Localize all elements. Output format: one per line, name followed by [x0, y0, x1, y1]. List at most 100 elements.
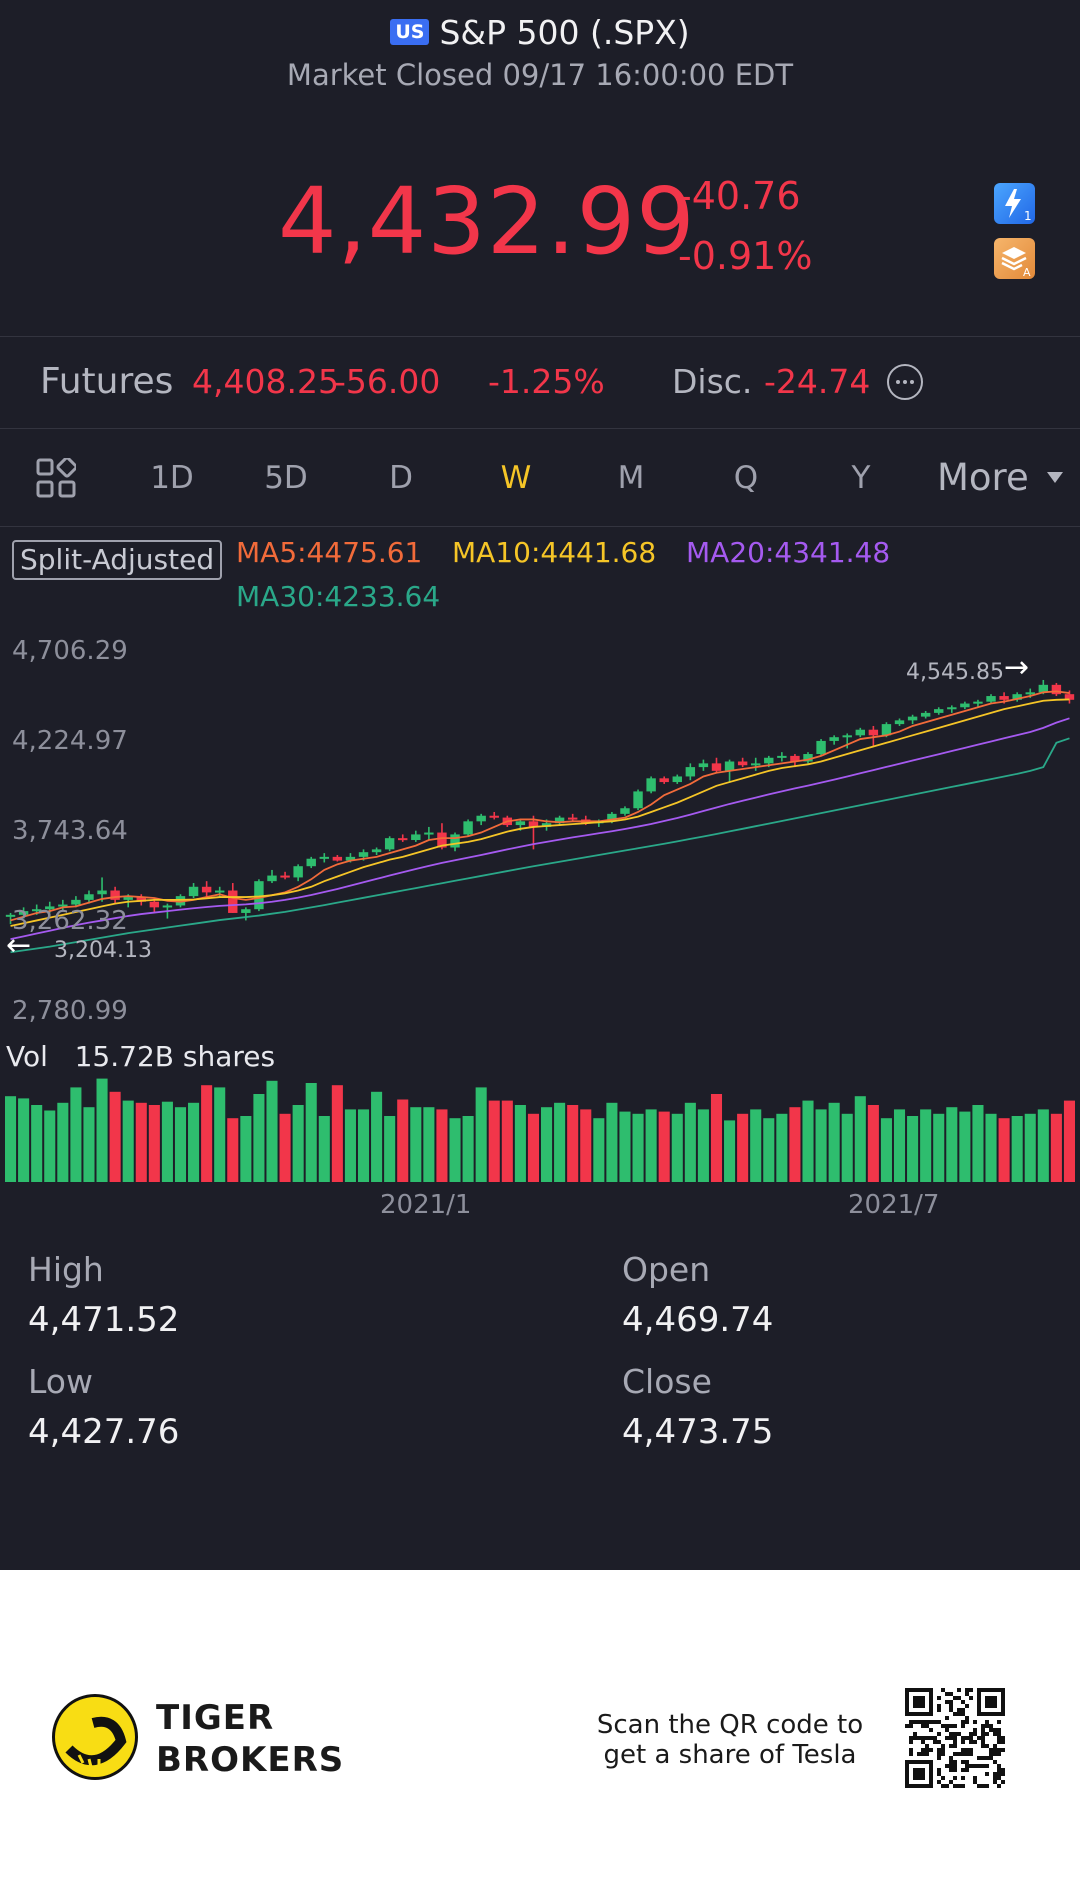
candle-body [659, 778, 669, 783]
candle-body [515, 821, 526, 826]
volume-bar [920, 1109, 932, 1182]
volume-bar [57, 1102, 69, 1182]
volume-bar [567, 1105, 579, 1182]
candle-body [790, 755, 800, 762]
volume-bar [475, 1087, 487, 1182]
candle-body [254, 881, 264, 910]
volume-bar [188, 1102, 200, 1182]
volume-label: Vol 15.72B shares [6, 1040, 276, 1073]
low-label: Low [28, 1362, 93, 1401]
share-footer: TIGER BROKERS Scan the QR code to get a … [0, 1570, 1080, 1902]
volume-bar [514, 1105, 526, 1182]
candle-body [450, 834, 460, 848]
candle-body [31, 909, 42, 912]
volume-bar [893, 1109, 906, 1182]
volume-bar [1024, 1113, 1036, 1182]
candle-body [5, 914, 16, 917]
tab-w[interactable]: W [500, 460, 532, 496]
tab-5d[interactable]: 5D [264, 460, 308, 496]
candle-body [737, 761, 748, 766]
volume-bar [1037, 1109, 1049, 1182]
candle-body [58, 904, 68, 907]
volume-bar [357, 1109, 370, 1182]
volume-bar [933, 1113, 945, 1182]
volume-bar [410, 1107, 422, 1182]
volume-bar [279, 1113, 291, 1182]
tab-y[interactable]: Y [851, 460, 871, 496]
candle-body [607, 813, 617, 822]
candle-body [18, 911, 29, 915]
candle-body [149, 901, 160, 908]
split-adjusted-toggle[interactable]: Split-Adjusted [12, 540, 223, 580]
tab-1d[interactable]: 1D [150, 460, 194, 496]
candle-body [567, 817, 578, 820]
volume-bar [854, 1096, 866, 1182]
candle-body [672, 776, 682, 783]
candle-body [777, 755, 787, 758]
volume-bar [161, 1101, 173, 1182]
tab-m[interactable]: M [617, 460, 645, 496]
volume-bar [423, 1107, 435, 1182]
discount-value: -24.74 [764, 362, 871, 401]
candle-body [358, 852, 369, 857]
ma30-label: MA30:4233.64 [236, 580, 441, 613]
market-status: Market Closed 09/17 16:00:00 EDT [286, 58, 794, 92]
close-value: 4,473.75 [622, 1412, 774, 1452]
volume-bar [253, 1094, 265, 1182]
price-change-percent: -0.91% [678, 234, 813, 278]
candle-body [97, 890, 107, 895]
volume-bar [31, 1105, 43, 1182]
caret-down-icon[interactable] [1047, 472, 1063, 483]
divider [0, 336, 1080, 337]
candle-body [136, 897, 146, 902]
volume-bar [384, 1116, 396, 1182]
volume-bar [135, 1102, 147, 1182]
more-tab[interactable]: More [937, 456, 1029, 499]
grid-layout-icon[interactable] [36, 458, 76, 498]
volume-bar [227, 1118, 239, 1182]
high-value: 4,471.52 [28, 1300, 180, 1340]
candle-body [371, 849, 382, 853]
candle-body [424, 832, 434, 835]
app-background [0, 0, 1080, 1570]
candle-body [999, 696, 1009, 700]
candlestick-chart[interactable] [0, 0, 1080, 1220]
volume-bar [867, 1105, 879, 1182]
futures-change: -56.00 [334, 362, 441, 401]
qr-code [905, 1688, 1005, 1788]
volume-bar [580, 1109, 592, 1182]
ma20-line [10, 717, 1070, 941]
y-axis-label: 3,262.32 [12, 906, 128, 936]
futures-label: Futures [40, 361, 174, 402]
volume-bar [985, 1113, 997, 1182]
candle-body [241, 909, 251, 913]
candle-body [345, 856, 356, 861]
candle-body [71, 899, 81, 905]
volume-bar [1063, 1100, 1075, 1182]
candle-body [123, 897, 133, 900]
tiger-brokers-logo [52, 1694, 138, 1780]
tab-q[interactable]: Q [733, 460, 759, 496]
page-title[interactable]: S&P 500 (.SPX) [439, 12, 690, 52]
volume-bar [606, 1102, 618, 1182]
volume-bar [266, 1080, 278, 1182]
layers-icon[interactable]: A [994, 238, 1035, 279]
volume-bar [710, 1094, 723, 1182]
divider [0, 526, 1080, 527]
ma5-label: MA5:4475.61 [236, 536, 423, 569]
volume-bar [802, 1100, 814, 1182]
ma20-label: MA20:4341.48 [686, 536, 891, 569]
more-options-icon[interactable] [887, 364, 923, 400]
volume-bar [724, 1120, 736, 1182]
candle-body [489, 815, 499, 818]
flash-trade-icon[interactable]: 1 [994, 183, 1035, 224]
volume-bar [5, 1096, 17, 1182]
candle-body [920, 712, 931, 717]
low-value: 4,427.76 [28, 1412, 180, 1452]
candle-body [293, 866, 303, 878]
candle-body [267, 875, 277, 882]
close-label: Close [622, 1362, 712, 1401]
candle-body [685, 767, 696, 777]
tab-d[interactable]: D [389, 460, 413, 496]
y-axis-label: 2,780.99 [12, 996, 128, 1026]
